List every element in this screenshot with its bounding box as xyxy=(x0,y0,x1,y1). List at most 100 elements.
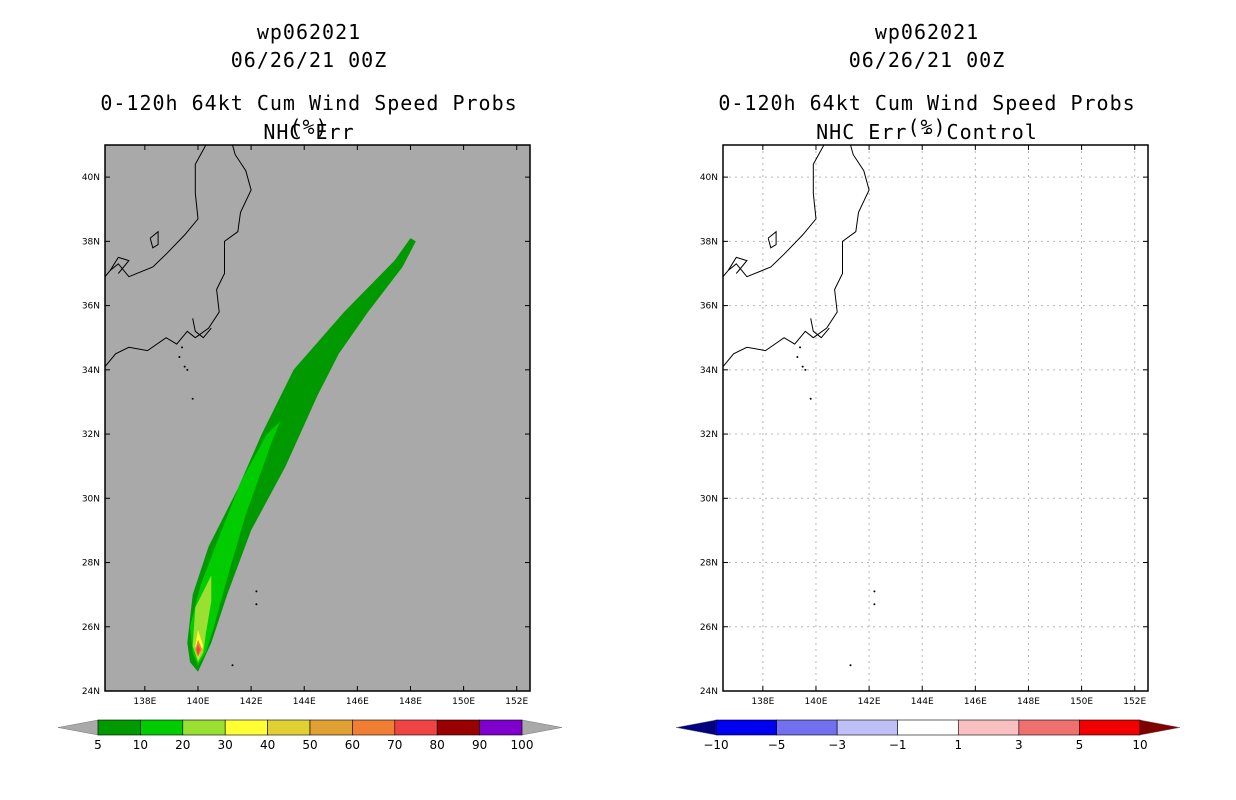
island-marker xyxy=(809,397,812,400)
island-marker xyxy=(231,664,234,667)
island-marker xyxy=(186,368,189,371)
left-title-time: 06/26/21 00Z xyxy=(230,48,388,72)
x-tick-label: 146E xyxy=(346,697,369,707)
coastline-sado xyxy=(767,230,777,249)
contour-10-pct xyxy=(190,421,281,666)
colorbar-swatch xyxy=(957,719,1020,736)
y-tick-label: 28N xyxy=(82,559,100,569)
map-frame xyxy=(722,144,1149,692)
right-title-subtitle: NHC Err - Control xyxy=(816,120,1038,144)
colorbar-swatch xyxy=(897,719,959,736)
colorbar-swatch xyxy=(836,719,899,736)
x-tick-label: 140E xyxy=(187,697,210,707)
y-tick-label: 24N xyxy=(700,687,718,697)
y-tick-label: 34N xyxy=(82,366,100,376)
left-title-subtitle: NHC Err xyxy=(263,120,355,144)
island-marker xyxy=(183,365,186,368)
x-tick-label: 140E xyxy=(805,697,828,707)
colorbar-over-arrow xyxy=(1139,719,1181,736)
island-marker xyxy=(804,368,807,371)
map-frame xyxy=(104,144,531,692)
island-marker xyxy=(191,397,194,400)
x-tick-label: 142E xyxy=(240,697,263,707)
map-background xyxy=(105,145,530,691)
x-tick-label: 144E xyxy=(911,697,934,707)
colorbar-swatch xyxy=(436,719,480,736)
colorbar-label: 90 xyxy=(472,738,487,752)
colorbar-swatch xyxy=(776,719,838,736)
colorbar-swatch xyxy=(267,719,311,736)
y-tick-label: 32N xyxy=(82,430,100,440)
colorbar-label: 10 xyxy=(133,738,148,752)
x-tick-label: 138E xyxy=(751,697,774,707)
coastline-sado xyxy=(149,230,159,249)
left-colorbar: 5 10 20 30 40 50 60 70 80 90 100 xyxy=(57,719,563,752)
x-tick-label: 150E xyxy=(452,697,475,707)
left-probability-map: 138E 140E 142E 144E 146E 148E 150E 152E 24N 26N 28… xyxy=(82,144,531,707)
island-marker xyxy=(255,590,258,593)
x-tick-label: 146E xyxy=(964,697,987,707)
colorbar-swatch xyxy=(1018,719,1080,736)
right-difference-map: 138E 140E 142E 144E 146E 148E 150E 152E 24N 26N 28… xyxy=(700,144,1149,707)
y-tick-label: 38N xyxy=(82,237,100,247)
colorbar-label: 70 xyxy=(387,738,402,752)
y-tick-label: 26N xyxy=(82,623,100,633)
colorbar-label: −1 xyxy=(889,738,907,752)
colorbar-swatch xyxy=(715,719,777,736)
colorbar-label: −3 xyxy=(828,738,846,752)
y-tick-label: 24N xyxy=(82,687,100,697)
colorbar-label: 80 xyxy=(430,738,445,752)
x-tick-label: 148E xyxy=(399,697,422,707)
x-tick-label: 152E xyxy=(1123,697,1146,707)
colorbar-label: 60 xyxy=(345,738,360,752)
island-marker xyxy=(181,346,184,349)
colorbar-label: 30 xyxy=(218,738,233,752)
island-marker xyxy=(873,603,876,606)
island-marker xyxy=(849,664,852,667)
x-tick-label: 148E xyxy=(1017,697,1040,707)
island-marker xyxy=(799,346,802,349)
right-title-product: 0-120h 64kt Cum Wind Speed Probs (%) xyxy=(718,91,1136,139)
colorbar-swatch xyxy=(182,719,226,736)
y-tick-label: 32N xyxy=(700,430,718,440)
colorbar-label: 40 xyxy=(260,738,275,752)
island-marker xyxy=(178,355,181,358)
colorbar-label: 5 xyxy=(94,738,102,752)
island-marker xyxy=(255,603,258,606)
colorbar-label: 100 xyxy=(511,738,534,752)
colorbar-swatch xyxy=(224,719,268,736)
x-tick-label: 150E xyxy=(1070,697,1093,707)
right-title-storm: wp062021 xyxy=(874,20,980,44)
colorbar-label: 10 xyxy=(1132,738,1147,752)
map-background xyxy=(723,145,1148,691)
colorbar-swatch xyxy=(140,719,184,736)
y-tick-label: 26N xyxy=(700,623,718,633)
coastline-boso xyxy=(810,318,830,339)
y-tick-label: 28N xyxy=(700,559,718,569)
colorbar-swatch xyxy=(479,719,523,736)
colorbar-over-arrow xyxy=(521,719,563,736)
map-plot-area xyxy=(723,145,1148,691)
coastline-boso xyxy=(192,318,212,339)
colorbar-label: 50 xyxy=(302,738,317,752)
coastline-noto xyxy=(109,256,130,274)
colorbar-label: 20 xyxy=(175,738,190,752)
right-colorbar: −10 −5 −3 −1 1 3 5 10 xyxy=(675,719,1181,752)
colorbar-swatch xyxy=(352,719,396,736)
y-tick-label: 38N xyxy=(700,237,718,247)
colorbar-under-arrow xyxy=(57,719,99,736)
colorbar-label: 3 xyxy=(1015,738,1023,752)
island-marker xyxy=(873,590,876,593)
y-tick-label: 40N xyxy=(82,173,100,183)
colorbar-swatch xyxy=(309,719,353,736)
colorbar-swatch xyxy=(394,719,438,736)
colorbar-swatch xyxy=(1079,719,1141,736)
y-tick-label: 30N xyxy=(82,494,100,504)
right-title-time: 06/26/21 00Z xyxy=(848,48,1006,72)
colorbar-label: −10 xyxy=(703,738,728,752)
colorbar-under-arrow xyxy=(675,719,717,736)
x-tick-label: 152E xyxy=(505,697,528,707)
x-tick-label: 142E xyxy=(858,697,881,707)
colorbar-label: 5 xyxy=(1076,738,1084,752)
y-tick-label: 34N xyxy=(700,366,718,376)
